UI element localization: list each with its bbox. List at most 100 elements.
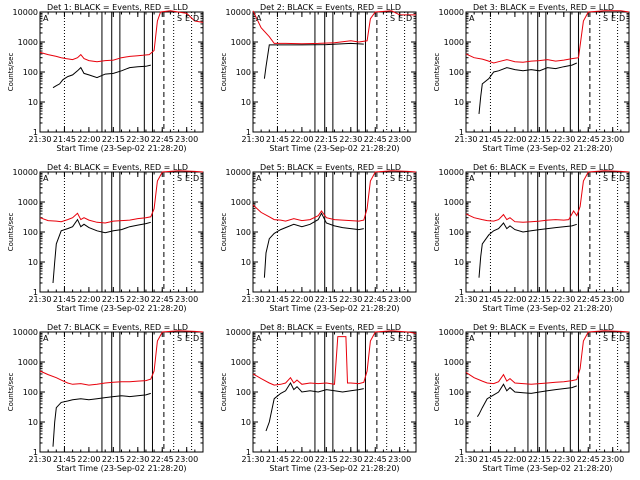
marker-letter: S <box>603 14 608 23</box>
y-tick-label: 1000 <box>444 358 464 367</box>
x-tick-label: 21:30 <box>454 295 477 304</box>
marker-letter: A <box>469 14 475 23</box>
x-axis-label: Start Time (23-Sep-02 21:28:20) <box>56 464 186 473</box>
series-events-line <box>476 383 577 417</box>
x-tick-label: 22:45 <box>151 295 174 304</box>
x-tick-label: 23:00 <box>601 455 624 464</box>
marker-letter: S <box>390 334 395 343</box>
marker-letter: A <box>256 334 262 343</box>
x-axis-label: Start Time (23-Sep-02 21:28:20) <box>56 144 186 153</box>
y-tick-label: 1 <box>459 448 464 457</box>
panel-title: Det 2: BLACK = Events, RED = LLD <box>260 3 401 12</box>
y-axis-label: Counts/sec <box>433 53 441 92</box>
series-lld-line <box>252 330 417 386</box>
x-tick-label: 21:45 <box>479 295 502 304</box>
panel-title: Det 8: BLACK = Events, RED = LLD <box>260 323 401 332</box>
y-axis-label: Counts/sec <box>433 213 441 252</box>
y-tick-label: 1000 <box>231 38 251 47</box>
x-tick-label: 21:45 <box>479 455 502 464</box>
x-tick-label: 22:15 <box>528 295 551 304</box>
series-events-line <box>263 42 364 79</box>
series-lld-line <box>465 170 630 223</box>
marker-letter: S <box>603 334 608 343</box>
panel-det-7: 1 10 100 1000 10000 21:30 21:45 22:00 22:15 22:30… <box>7 323 204 473</box>
y-axis-label: Counts/sec <box>7 53 15 92</box>
y-tick-label: 1000 <box>18 198 38 207</box>
x-tick-label: 22:15 <box>102 295 125 304</box>
marker-letter: S <box>603 174 608 183</box>
y-tick-label: 10 <box>454 418 464 427</box>
panel-title: Det 5: BLACK = Events, RED = LLD <box>260 163 401 172</box>
y-axis-label: Counts/sec <box>220 53 228 92</box>
y-axis-label: Counts/sec <box>220 213 228 252</box>
series-lld-line <box>252 10 416 45</box>
x-tick-label: 23:00 <box>388 135 411 144</box>
x-tick-label: 22:15 <box>315 295 338 304</box>
y-tick-label: 10 <box>241 98 251 107</box>
x-tick-label: 22:15 <box>528 135 551 144</box>
marker-letter: S <box>390 174 395 183</box>
y-tick-label: 100 <box>23 388 38 397</box>
y-axis-label: Counts/sec <box>220 373 228 412</box>
y-tick-label: 1000 <box>231 198 251 207</box>
series-events-line <box>478 62 578 114</box>
x-tick-label: 23:00 <box>388 295 411 304</box>
x-tick-label: 22:30 <box>339 135 362 144</box>
x-tick-label: 21:30 <box>241 295 264 304</box>
marker-letter: A <box>469 174 475 183</box>
x-tick-label: 21:30 <box>28 455 51 464</box>
y-tick-label: 10000 <box>439 168 464 177</box>
series-events-line <box>52 64 151 89</box>
x-tick-label: 22:00 <box>503 135 526 144</box>
x-tick-label: 22:45 <box>364 295 387 304</box>
y-tick-label: 100 <box>23 228 38 237</box>
y-tick-label: 1 <box>459 288 464 297</box>
x-tick-label: 21:30 <box>454 135 477 144</box>
y-tick-label: 10 <box>454 98 464 107</box>
marker-letter: E <box>611 174 616 183</box>
x-tick-label: 22:00 <box>290 455 313 464</box>
series-events-line <box>265 381 364 432</box>
series-lld-line <box>39 170 204 224</box>
marker-letter: D <box>406 174 412 183</box>
y-tick-label: 1 <box>33 448 38 457</box>
x-tick-label: 23:00 <box>175 455 198 464</box>
y-tick-label: 1000 <box>18 38 38 47</box>
marker-letter: D <box>193 14 199 23</box>
x-tick-label: 21:45 <box>53 135 76 144</box>
marker-letter: E <box>185 14 190 23</box>
x-tick-label: 21:30 <box>241 455 264 464</box>
y-tick-label: 10000 <box>226 168 251 177</box>
x-tick-label: 22:00 <box>290 135 313 144</box>
x-tick-label: 22:00 <box>503 295 526 304</box>
x-tick-label: 22:00 <box>77 295 100 304</box>
x-tick-label: 21:45 <box>266 295 289 304</box>
series-lld-line <box>39 10 204 63</box>
x-tick-label: 21:30 <box>28 295 51 304</box>
y-tick-label: 10000 <box>13 168 38 177</box>
x-tick-label: 22:30 <box>552 295 575 304</box>
x-axis-label: Start Time (23-Sep-02 21:28:20) <box>482 304 612 313</box>
panel-title: Det 7: BLACK = Events, RED = LLD <box>47 323 188 332</box>
x-tick-label: 21:30 <box>454 455 477 464</box>
x-tick-label: 22:00 <box>503 455 526 464</box>
y-tick-label: 100 <box>449 68 464 77</box>
x-tick-label: 23:00 <box>175 295 198 304</box>
y-tick-label: 10000 <box>439 8 464 17</box>
marker-letter: E <box>398 174 403 183</box>
panel-det-1: 1 10 100 1000 10000 21:30 21:45 22:00 22:15 22:30… <box>7 3 204 153</box>
marker-letter: D <box>193 334 199 343</box>
panel-det-5: 1 10 100 1000 10000 21:30 21:45 22:00 22:15 22:30… <box>220 163 417 313</box>
y-tick-label: 100 <box>236 228 251 237</box>
x-tick-label: 22:15 <box>315 135 338 144</box>
y-tick-label: 100 <box>236 68 251 77</box>
y-tick-label: 10000 <box>13 328 38 337</box>
x-tick-label: 22:15 <box>102 455 125 464</box>
marker-letter: D <box>193 174 199 183</box>
x-tick-label: 22:45 <box>151 455 174 464</box>
x-tick-label: 22:15 <box>528 455 551 464</box>
y-tick-label: 1000 <box>18 358 38 367</box>
x-tick-label: 21:45 <box>53 455 76 464</box>
y-tick-label: 10 <box>241 418 251 427</box>
